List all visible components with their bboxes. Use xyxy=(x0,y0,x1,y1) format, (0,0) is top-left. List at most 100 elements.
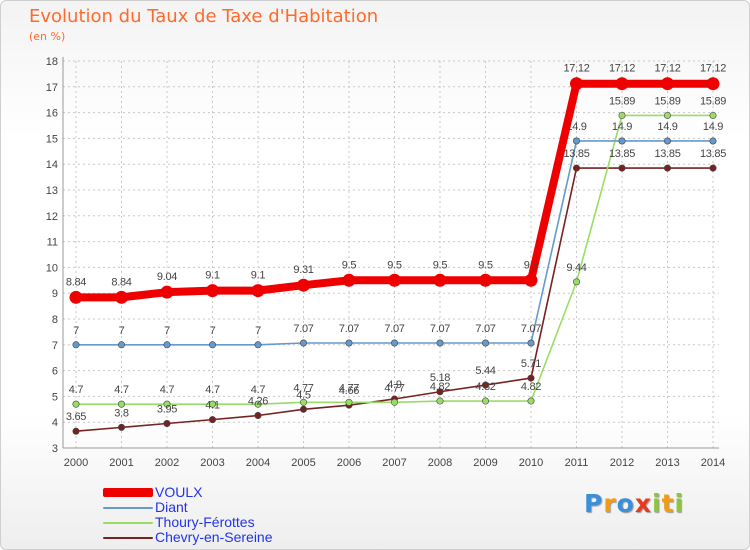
data-point xyxy=(254,341,262,349)
data-label: 17.12 xyxy=(563,63,589,75)
data-point xyxy=(297,278,310,292)
x-tick-label: 2006 xyxy=(337,457,361,469)
data-label: 8.84 xyxy=(111,276,131,288)
data-label: 9.5 xyxy=(342,259,357,271)
data-point xyxy=(72,400,80,408)
data-point xyxy=(436,388,444,396)
data-label: 15.89 xyxy=(700,95,726,107)
data-point xyxy=(299,398,307,406)
data-label: 7.07 xyxy=(293,323,313,335)
data-label: 7 xyxy=(119,325,125,337)
data-point xyxy=(481,339,489,347)
data-label: 5.71 xyxy=(521,358,541,370)
x-tick-label: 2010 xyxy=(519,457,543,469)
axes: 3 4 5 6 7 8 9 10 11 12 13 14 15 16 17 18 2000 2001 2002 200… xyxy=(46,56,725,469)
data-label: 4.77 xyxy=(293,382,313,394)
x-tick-label: 2005 xyxy=(291,457,315,469)
data-point xyxy=(572,137,580,145)
x-tick-label: 2003 xyxy=(200,457,224,469)
x-tick-label: 2007 xyxy=(382,457,406,469)
data-point xyxy=(299,339,307,347)
data-point xyxy=(479,273,492,287)
data-label: 7.07 xyxy=(475,323,495,335)
y-tick-label: 18 xyxy=(46,56,58,68)
data-label: 7.07 xyxy=(384,323,404,335)
data-label: 4.1 xyxy=(205,400,220,412)
data-point xyxy=(206,284,219,298)
data-label: 14.9 xyxy=(566,121,586,133)
data-point xyxy=(618,137,626,145)
logo-letter: P xyxy=(584,489,604,518)
grid-lines xyxy=(63,60,719,449)
data-label: 3.65 xyxy=(66,411,86,423)
data-labels: 3.65 3.8 3.95 4.1 4.26 4.5 4.66 4.9 5.18 5.44 5.71… xyxy=(66,63,727,424)
data-point xyxy=(69,290,83,304)
data-point xyxy=(709,137,717,145)
data-label: 9.1 xyxy=(205,270,220,282)
data-label: 14.9 xyxy=(703,121,723,133)
logo-letter: x xyxy=(634,489,652,518)
data-point xyxy=(663,137,671,145)
data-point xyxy=(209,400,217,408)
legend-swatch-thoury-ferottes xyxy=(103,521,153,524)
data-label: 7.07 xyxy=(521,323,541,335)
data-point xyxy=(527,374,535,382)
data-point xyxy=(390,398,398,406)
data-label: 7.07 xyxy=(430,323,450,335)
data-point xyxy=(663,164,671,172)
logo-letter: r xyxy=(603,489,617,518)
legend-label-thoury-ferottes: Thoury-Férottes xyxy=(155,514,255,530)
x-tick-label: 2008 xyxy=(428,457,452,469)
data-point xyxy=(481,381,489,389)
data-label: 4.5 xyxy=(296,389,311,401)
data-label: 3.95 xyxy=(157,403,177,415)
y-tick-label: 10 xyxy=(46,262,58,274)
data-point xyxy=(118,400,126,408)
data-point xyxy=(254,400,262,408)
data-point xyxy=(390,339,398,347)
data-label: 17.12 xyxy=(700,63,726,75)
x-tick-label: 2014 xyxy=(701,457,725,469)
data-point xyxy=(709,111,717,119)
data-point xyxy=(388,273,401,287)
data-point xyxy=(209,416,217,424)
data-label: 4.77 xyxy=(339,382,359,394)
y-tick-label: 6 xyxy=(52,366,58,378)
data-label: 13.85 xyxy=(700,148,726,160)
data-point xyxy=(570,77,583,91)
y-tick-label: 11 xyxy=(47,237,58,249)
data-label: 13.85 xyxy=(609,148,635,160)
data-label: 5.44 xyxy=(475,365,495,377)
x-tick-label: 2004 xyxy=(246,457,270,469)
data-point xyxy=(118,341,126,349)
data-point xyxy=(160,285,174,299)
legend-item-voulx: VOULX xyxy=(103,485,273,500)
data-point xyxy=(433,273,447,287)
data-label: 4.26 xyxy=(248,395,268,407)
x-tick-label: 2002 xyxy=(155,457,179,469)
data-point xyxy=(254,411,262,419)
data-label: 4.7 xyxy=(251,384,266,396)
x-tick-label: 2011 xyxy=(565,457,589,469)
chart-subtitle: (en %) xyxy=(29,30,66,43)
y-tick-label: 3 xyxy=(52,443,58,455)
data-point xyxy=(342,273,356,287)
data-label: 7 xyxy=(73,325,79,337)
data-label: 3.8 xyxy=(114,407,129,419)
data-label: 4.7 xyxy=(160,384,175,396)
data-label: 4.66 xyxy=(339,385,359,397)
data-label: 9.5 xyxy=(478,259,493,271)
data-point xyxy=(481,397,489,405)
y-tick-label: 4 xyxy=(52,417,58,429)
series-lines xyxy=(69,77,720,435)
data-point xyxy=(709,164,717,172)
logo-letter: t xyxy=(661,489,675,518)
data-label: 4.82 xyxy=(521,381,541,393)
data-label: 4.7 xyxy=(205,384,220,396)
data-label: 4.77 xyxy=(384,382,404,394)
data-label: 14.9 xyxy=(612,121,632,133)
data-label: 14.9 xyxy=(657,121,677,133)
legend-swatch-diant xyxy=(103,506,153,509)
